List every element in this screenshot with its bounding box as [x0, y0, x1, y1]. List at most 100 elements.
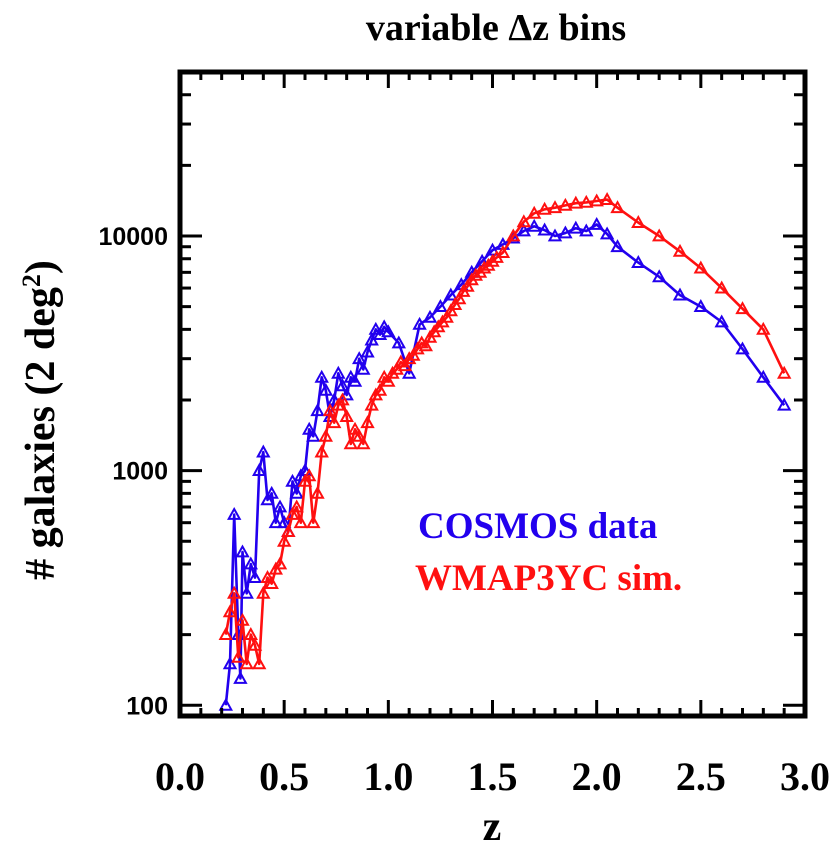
data-point [277, 515, 292, 529]
data-point [252, 656, 267, 670]
series-0 [218, 216, 792, 711]
data-point [589, 216, 604, 230]
series-line-0 [224, 223, 786, 706]
x-tick-label: 1.0 [363, 754, 413, 799]
data-point [693, 260, 708, 274]
data-point [495, 245, 511, 258]
data-point [272, 499, 288, 513]
data-point [385, 365, 400, 379]
data-point [418, 338, 433, 352]
data-point [318, 428, 333, 442]
data-point [218, 697, 233, 711]
data-point [506, 230, 521, 244]
data-point [422, 309, 438, 323]
data-point [506, 228, 521, 242]
data-point [443, 287, 458, 301]
data-point [610, 239, 625, 253]
data-point [239, 585, 254, 599]
data-point [558, 197, 573, 211]
x-tick-label: 0.5 [259, 754, 309, 799]
data-point [579, 223, 594, 237]
x-axis-label: z [483, 804, 502, 850]
chart-title: variable Δz bins [366, 7, 626, 49]
data-point [377, 319, 392, 333]
data-point [239, 656, 254, 670]
data-point [222, 656, 238, 670]
data-point [327, 415, 342, 429]
data-point [285, 506, 300, 520]
data-point [693, 299, 708, 312]
data-point [235, 544, 250, 558]
data-point [352, 351, 367, 365]
data-point [256, 444, 271, 458]
y-axis-label-superscript: 2 [17, 274, 46, 287]
data-point [568, 220, 583, 234]
data-point [391, 335, 406, 349]
plot-frame [177, 69, 808, 719]
data-point [402, 365, 417, 379]
x-tick-label: 2.5 [676, 754, 726, 799]
data-point [252, 463, 267, 476]
data-point [412, 316, 427, 330]
data-point [631, 215, 646, 228]
data-point [318, 382, 333, 396]
y-tick-label: 10000 [98, 223, 168, 251]
x-tick-labels: 0.0 0.5 1.0 1.5 2.0 2.5 3.0 [155, 754, 830, 799]
data-point [347, 373, 363, 387]
data-point [218, 627, 233, 640]
data-point [235, 612, 250, 626]
data-point [352, 428, 367, 442]
data-point [756, 369, 771, 383]
data-point [439, 309, 454, 323]
data-point [231, 649, 246, 663]
ticks-layer [178, 70, 807, 716]
data-point [364, 397, 379, 411]
data-point [516, 214, 531, 228]
data-point [293, 515, 308, 529]
data-point [331, 365, 346, 379]
data-point [477, 260, 492, 274]
data-point [268, 515, 283, 529]
data-point [527, 205, 542, 219]
data-point [343, 436, 358, 450]
y-tick-label: 100 [126, 692, 168, 720]
data-point [579, 194, 594, 208]
data-point [397, 358, 413, 372]
data-point [243, 627, 258, 640]
data-point [777, 365, 792, 379]
data-point [289, 499, 304, 513]
data-point [735, 301, 750, 315]
data-point [227, 506, 242, 520]
y-axis-label: # galaxies (2 deg2) [17, 260, 64, 580]
data-point [599, 226, 615, 240]
x-tick-label: 3.0 [780, 754, 830, 799]
data-point [777, 397, 792, 411]
data-point [335, 378, 350, 392]
data-point [433, 299, 448, 312]
data-point [243, 556, 258, 570]
data-point [264, 576, 279, 589]
series-1 [218, 192, 792, 670]
data-point [247, 637, 263, 651]
data-point [537, 201, 552, 215]
data-point [222, 604, 238, 618]
x-tick-label: 2.0 [572, 754, 622, 799]
data-point [756, 321, 771, 335]
data-point [527, 218, 542, 232]
data-point [306, 428, 321, 442]
data-point [485, 253, 500, 267]
data-point [452, 291, 467, 305]
data-point [339, 409, 354, 422]
data-point [402, 351, 417, 365]
data-point [381, 373, 396, 387]
data-point [547, 228, 563, 242]
data-point [306, 515, 321, 529]
data-point [227, 585, 242, 599]
legend-cosmos: COSMOS data [418, 506, 658, 547]
data-point [335, 392, 350, 406]
data-point [310, 403, 325, 417]
data-point [256, 585, 271, 599]
data-point [260, 570, 275, 583]
data-point [277, 533, 292, 547]
